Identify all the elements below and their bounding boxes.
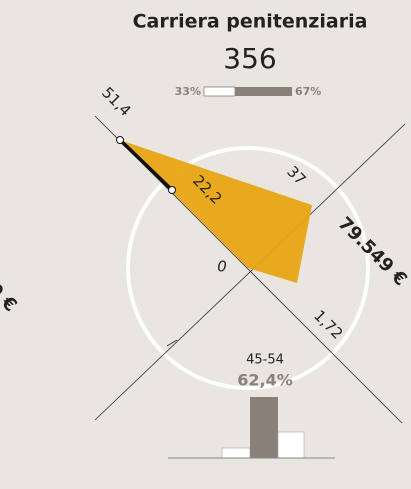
dot [116, 136, 124, 144]
circle [126, 146, 370, 390]
share-bar-left [203, 86, 236, 97]
hist-bar [277, 431, 305, 459]
axis-line [94, 123, 406, 421]
title: Carriera penitenziaria [133, 11, 368, 33]
age-percent: 62,4% [237, 371, 293, 390]
tick [166, 339, 178, 347]
hist-bar [221, 447, 251, 459]
share-left: 33% [175, 85, 201, 98]
hist-bar [250, 397, 278, 458]
income-left: 9 € [0, 279, 21, 316]
area [120, 140, 312, 283]
segment [118, 138, 174, 192]
age-group: 45-54 [246, 353, 284, 368]
income: 79.549 € [334, 213, 411, 290]
axis-label: 0 [217, 258, 227, 276]
dot [168, 186, 176, 194]
share-bar-right [235, 87, 292, 96]
count: 356 [223, 42, 276, 75]
share-right: 67% [295, 85, 321, 98]
axis-label: 51,4 [98, 83, 134, 119]
axis-label: 1,72 [310, 306, 346, 342]
axis-label: 37 [283, 163, 309, 189]
